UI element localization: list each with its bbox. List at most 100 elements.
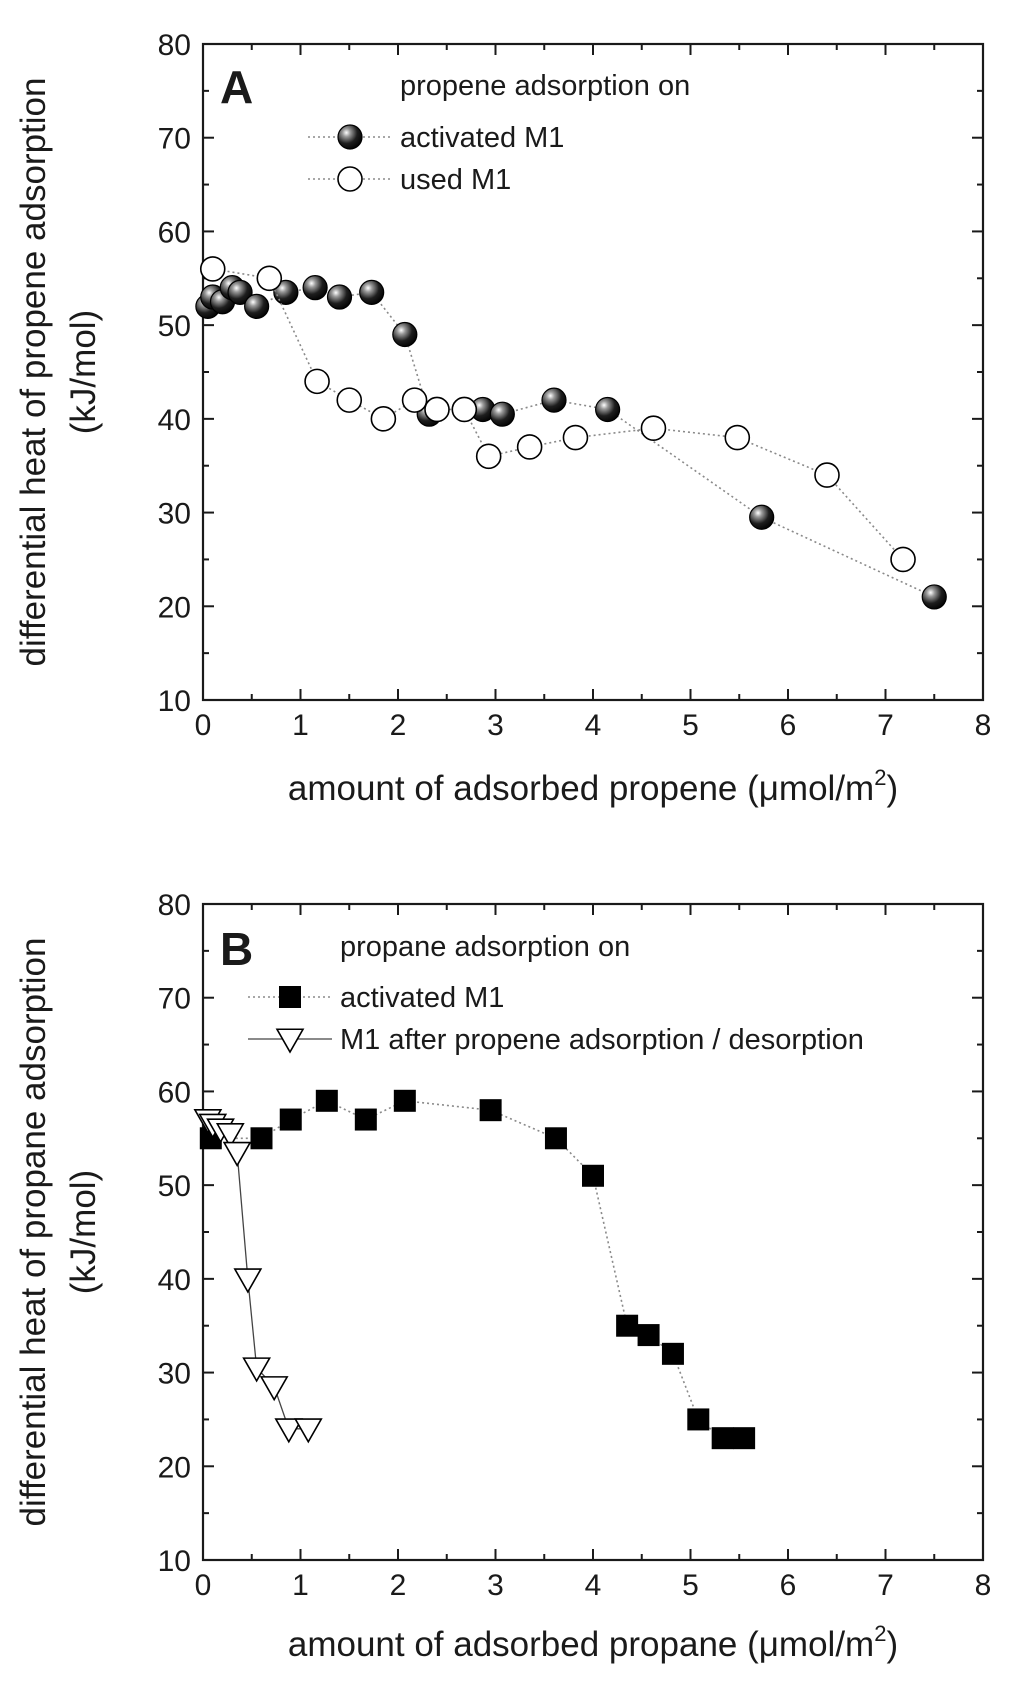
panel-b-y-tick-label: 50 [158, 1170, 191, 1203]
panel-a-x-tick-label: 1 [292, 709, 309, 742]
panel-a-series-1-point [244, 293, 270, 319]
panel-b-series-1-legend-marker [279, 986, 301, 1008]
panel-a-y-tick-label: 10 [158, 685, 191, 718]
panel-b-series-1-point [250, 1127, 273, 1150]
panel-b-series-2-point [242, 1357, 272, 1383]
panel-a-y-tick-label: 20 [158, 591, 191, 624]
panel-b-y-axis-unit: (kJ/mol) [64, 1170, 103, 1294]
panel-b-series-2-legend-label: M1 after propene adsorption / desorption [340, 1024, 864, 1056]
panel-b-series-2-point [222, 1141, 252, 1167]
panel-b-series-1-point [687, 1408, 710, 1431]
panel-b-x-tick-label: 5 [682, 1569, 699, 1602]
panel-a-y-tick-label: 70 [158, 123, 191, 156]
panel-b-x-tick-label: 8 [975, 1569, 992, 1602]
panel-a-series-1-point [273, 279, 299, 305]
panel-b-legend-title: propane adsorption on [340, 931, 630, 963]
panel-a-series-2-point [640, 415, 667, 442]
panel-a-x-tick-label: 0 [195, 709, 212, 742]
panel-b-x-axis-title: amount of adsorbed propane (μmol/m2) [288, 1621, 898, 1664]
panel-a-x-tick-label: 5 [682, 709, 699, 742]
panel-a-series-2-point [562, 424, 589, 451]
panel-a-y-tick-label: 30 [158, 498, 191, 531]
panel-b-series-2-point [233, 1268, 263, 1294]
panel-a-series-1-point [489, 401, 515, 427]
panel-b-x-tick-label: 7 [877, 1569, 894, 1602]
panel-b-x-tick-label: 4 [585, 1569, 602, 1602]
panel-a-series-2-point [304, 368, 330, 395]
panel-a-series-2-point [401, 387, 428, 413]
panel-b-y-tick-label: 80 [158, 889, 191, 922]
panel-b-series-1-point [544, 1127, 567, 1150]
panel-a-series-2-point [199, 256, 226, 282]
panel-a-y-tick-label: 60 [158, 216, 191, 249]
panel-b-x-tick-label: 0 [195, 1569, 212, 1602]
panel-b-y-tick-label: 70 [158, 983, 191, 1016]
panel-a-series-2-point [890, 546, 916, 573]
panel-a-series-1-point [921, 584, 947, 610]
panel-a-y-tick-label: 40 [158, 404, 191, 437]
panel-b-series-1-point [354, 1108, 377, 1131]
panel-a-series-1-point [302, 275, 328, 301]
panel-b-plot-frame [201, 902, 985, 1562]
panel-a-x-axis-title: amount of adsorbed propene (μmol/m2) [288, 765, 898, 808]
panel-b-series-2-point [274, 1418, 304, 1444]
panel-b-y-tick-label: 60 [158, 1076, 191, 1109]
panel-b-series-2-point [293, 1418, 323, 1444]
panel-a-x-tick-label: 2 [390, 709, 407, 742]
panel-a-series-1-point [392, 321, 418, 348]
panel-b-x-tick-label: 1 [292, 1569, 309, 1602]
panel-a-x-tick-label: 3 [487, 709, 504, 742]
panel-a-y-axis-title: differential heat of propene adsorption [14, 78, 53, 667]
panel-b-x-tick-label: 2 [390, 1569, 407, 1602]
panel-b-series-1-line [210, 1099, 745, 1439]
panel-b-letter: B [220, 923, 253, 975]
panel-a-chart: 0 1 2 3 4 5 6 7 8 10 20 30 40 50 60 70 80 amount of adsor… [14, 29, 991, 808]
panel-a-x-tick-label: 4 [585, 709, 602, 742]
panel-b-series-1-legend-label: activated M1 [340, 982, 504, 1014]
panel-a-series-2-point [370, 406, 397, 432]
panel-b-y-tick-label: 10 [158, 1545, 191, 1578]
panel-b-series-1-point [479, 1099, 502, 1122]
panel-a-series-1-point [326, 284, 353, 310]
panel-b-series-2-point [259, 1376, 289, 1402]
panel-b-series-1-point [661, 1342, 684, 1365]
panel-a-y-tick-label: 50 [158, 310, 191, 343]
panel-a-series-1-legend-marker [337, 124, 363, 150]
panel-a-letter: A [220, 61, 253, 113]
panel-a-series-2-point [475, 443, 502, 470]
panel-b-y-tick-label: 40 [158, 1264, 191, 1297]
panel-b-y-axis-title: differential heat of propane adsorption [14, 938, 53, 1527]
panel-a-series-2-point [256, 265, 283, 292]
panel-b-chart: 0 1 2 3 4 5 6 7 8 10 20 30 40 50 60 70 80 amount of adsor… [14, 889, 991, 1664]
panel-a-series-2-legend-label: used M1 [400, 164, 511, 196]
panel-a-legend-title: propene adsorption on [400, 70, 690, 102]
panel-a-series-2-line [212, 268, 904, 560]
panel-a-series-1-point [541, 387, 567, 413]
panel-b-series-1-point [582, 1164, 604, 1187]
panel-b-x-tick-label: 6 [780, 1569, 797, 1602]
panel-a-y-tick-label: 80 [158, 29, 191, 62]
panel-a-x-tick-label: 7 [877, 709, 894, 742]
panel-b-series-1-point [637, 1324, 660, 1347]
panel-a-series-2-point [814, 462, 840, 488]
panel-a-series-2-point [336, 387, 363, 413]
panel-b-series-2-point [215, 1123, 245, 1149]
panel-a-series-1-legend-label: activated M1 [400, 122, 564, 154]
panel-b-y-tick-label: 30 [158, 1358, 191, 1391]
panel-a-series-2-point [724, 424, 751, 451]
panel-b-series-2-legend-marker [275, 1028, 305, 1054]
panel-a-series-1-point [359, 279, 385, 305]
panel-b-series-1-point [393, 1089, 416, 1112]
panel-a-x-tick-label: 8 [975, 709, 992, 742]
panel-a-x-tick-label: 6 [780, 709, 797, 742]
panel-a-y-axis-unit: (kJ/mol) [64, 310, 103, 434]
panel-a-series-1-point [749, 504, 775, 530]
panel-b-series-1-point [279, 1108, 302, 1131]
panel-a-series-2-point [516, 434, 543, 460]
panel-a-series-2-point [451, 396, 478, 423]
panel-a-series-1-point [227, 279, 253, 305]
panel-b-series-1-point [616, 1314, 639, 1337]
panel-a-series-2-legend-marker [337, 166, 363, 192]
panel-b-x-tick-label: 3 [487, 1569, 504, 1602]
